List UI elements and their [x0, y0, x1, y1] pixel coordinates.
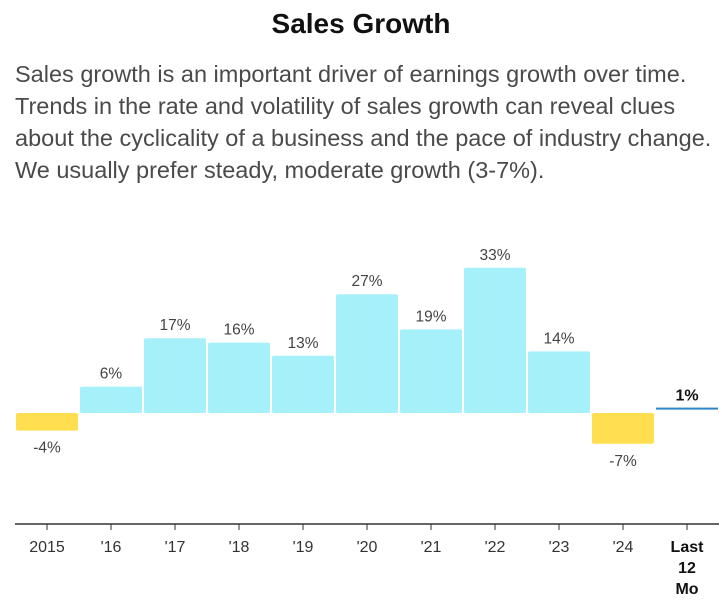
data-label: 16%: [223, 322, 254, 339]
chart-title: Sales Growth: [271, 8, 451, 39]
bar-7: [464, 267, 526, 413]
chart-description: Sales growth is an important driver of e…: [15, 61, 712, 183]
x-tick-label: '17: [165, 539, 186, 556]
bar-0: [16, 413, 78, 431]
bar-8: [528, 351, 590, 413]
bar-9: [592, 413, 654, 444]
data-label: 19%: [415, 308, 446, 325]
data-label: 1%: [675, 388, 698, 405]
data-label: 6%: [100, 366, 123, 383]
data-label: 17%: [159, 317, 190, 334]
bar-6: [400, 329, 462, 413]
data-label: -7%: [609, 453, 637, 470]
x-tick-label: '21: [421, 539, 442, 556]
data-label: -4%: [33, 440, 61, 457]
bar-5: [336, 294, 398, 413]
bar-2: [144, 338, 206, 413]
bar-1: [80, 386, 142, 413]
data-label: 14%: [543, 330, 574, 347]
bar-4: [272, 355, 334, 413]
x-tick-label: Last 12 Mo: [671, 539, 705, 598]
data-label: 27%: [351, 273, 382, 290]
x-tick-label: '22: [485, 539, 506, 556]
bar-ttm: [656, 407, 718, 410]
data-label: 13%: [287, 335, 318, 352]
bar-3: [208, 342, 270, 413]
x-tick-label: '18: [229, 539, 250, 556]
x-tick-label: 2015: [29, 539, 65, 556]
x-tick-label: '19: [293, 539, 314, 556]
x-tick-label: '23: [549, 539, 570, 556]
data-label: 33%: [479, 247, 510, 264]
x-tick-label: '20: [357, 539, 378, 556]
x-tick-label: '16: [101, 539, 122, 556]
x-tick-label: '24: [613, 539, 634, 556]
